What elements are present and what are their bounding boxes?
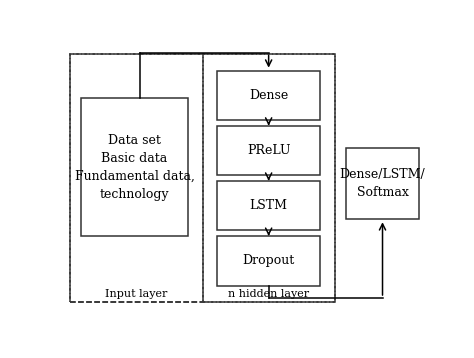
Text: Dropout: Dropout xyxy=(243,254,295,267)
Text: Data set
Basic data
Fundamental data,
technology: Data set Basic data Fundamental data, te… xyxy=(74,134,194,200)
Text: LSTM: LSTM xyxy=(250,199,288,212)
Text: Dense/LSTM/
Softmax: Dense/LSTM/ Softmax xyxy=(340,168,425,199)
Text: n hidden layer: n hidden layer xyxy=(228,289,309,299)
Text: Input layer: Input layer xyxy=(105,289,168,299)
FancyBboxPatch shape xyxy=(346,148,419,219)
FancyBboxPatch shape xyxy=(217,126,320,175)
FancyBboxPatch shape xyxy=(82,98,188,236)
FancyBboxPatch shape xyxy=(217,236,320,286)
FancyBboxPatch shape xyxy=(217,181,320,231)
Text: Dense: Dense xyxy=(249,89,288,102)
Text: PReLU: PReLU xyxy=(247,144,291,157)
FancyBboxPatch shape xyxy=(217,71,320,120)
